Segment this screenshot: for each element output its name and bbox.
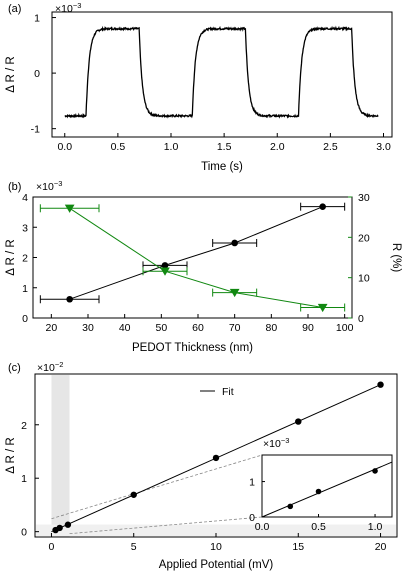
panel-b-ytick-right-label: 20 [358,232,370,244]
panel-b-ytick-right-label: 30 [358,192,370,204]
panel-c-ytick-label: 0 [21,527,27,539]
panel-b-label: (b) [8,181,21,193]
panel-c-point [212,454,220,462]
panel-b-series0-point [161,262,169,269]
panel-b-ylabel-right: R (%) [390,243,402,273]
panel-b-ytick-left-label: 2 [22,253,28,265]
panel-a-ytick-label: 0 [34,68,40,80]
panel-c-inset-xtick-label: 1.0 [368,521,383,533]
panel-c-xtick-label: 5 [131,541,137,553]
panel-b-ytick-left-label: 3 [22,222,28,234]
panel-b-multiplier: ×10−3 [36,179,62,193]
panel-c-label: (c) [8,362,21,374]
panel-c-ytick-label: 1 [21,473,27,485]
panel-a-xtick-label: 1.0 [164,141,179,153]
panel-b-series0-point [231,239,238,247]
panel-a-multiplier: ×10−3 [55,1,81,15]
panel-b-xtick-label: 30 [82,322,94,334]
panel-c-shaded-region [51,375,70,537]
panel-c-ylabel: Δ R / R [5,437,17,473]
panel-b-xtick-label: 70 [229,322,241,334]
panel-b-ytick-right-label: 10 [358,273,370,285]
panel-c-inset-multiplier: ×10−3 [263,436,289,450]
panel-a-ylabel: Δ R / R [5,56,17,92]
panel-c-inset-xtick-label: 0.0 [255,521,270,533]
panel-c-multiplier: ×10−2 [37,360,63,374]
panel-c-legend-label: Fit [222,386,234,398]
panel-c-inset-frame [261,454,393,518]
panel-c-inset-fit-line [261,461,393,518]
panel-a-xlabel: Time (s) [201,161,243,173]
panel-c-ytick-label: 2 [21,420,27,432]
panel-b-series0-line [69,206,323,300]
panel-a-xtick-label: 0.0 [57,141,72,153]
panel-c-inset-ytick-label: 1 [249,477,255,489]
panel-c-point [130,491,137,498]
panel-c-xtick-label: 15 [292,541,304,553]
panel-b-ylabel: Δ R / R [5,239,17,275]
panel-a-ytick-label: 1 [34,13,40,25]
panel-c-inset-point [287,503,294,510]
panel-c-inset-ytick-label: 0 [249,512,255,524]
panel-c-inset-xtick-label: 0.5 [311,521,326,533]
panel-c-point [56,524,63,532]
panel-b-xtick-label: 80 [265,322,277,334]
panel-b-series1-point [64,204,75,213]
panel-a-xtick-label: 3.0 [376,141,391,153]
panel-c-xtick-label: 10 [210,541,222,553]
panel-b-xtick-label: 100 [336,322,354,334]
panel-a-ytick-label: -1 [31,124,40,136]
panel-c-point [377,381,384,388]
panel-c-zoom-guide [51,454,263,520]
panel-a-xtick-label: 2.5 [323,141,338,153]
panel-b-series1-point [317,303,328,313]
panel-b-series1-line [69,207,323,308]
panel-a-xtick-label: 2.0 [270,141,285,153]
panel-b-xtick-label: 20 [45,322,57,334]
panel-b-xtick-label: 50 [155,322,167,334]
panel-a-series-line [64,25,379,119]
panel-c-xtick-label: 20 [375,541,387,553]
panel-b-series1-point [229,288,240,298]
panel-b-series0-point [66,295,73,303]
panel-b-xtick-label: 40 [119,322,131,334]
panel-b-ytick-left-label: 1 [22,283,28,295]
panel-a-frame [51,11,393,138]
panel-b-series1-point [160,267,170,276]
panel-c-shaded-band [36,524,396,536]
panel-c-point [295,418,302,425]
panel-b-ytick-left-label: 0 [22,313,28,325]
panel-c-xlabel: Applied Potential (mV) [159,559,274,571]
panel-b-xtick-label: 60 [192,322,204,334]
panel-c-inset-point [315,488,322,495]
panel-b-xlabel: PEDOT Thickness (nm) [132,342,253,354]
panel-b-ytick-left-label: 4 [22,192,28,204]
panel-a-xtick-label: 1.5 [217,141,232,153]
panel-c-inset-point [372,468,378,474]
panel-c-zoom-guide [69,516,263,535]
panel-b-ytick-right-label: 0 [358,313,364,325]
panel-a-xtick-label: 0.5 [111,141,126,153]
panel-b-series0-point [319,203,326,210]
panel-a-label: (a) [8,3,21,15]
panel-b-xtick-label: 90 [302,322,314,334]
panel-c-xtick-label: 0 [49,541,55,553]
panel-c-point [64,521,72,528]
